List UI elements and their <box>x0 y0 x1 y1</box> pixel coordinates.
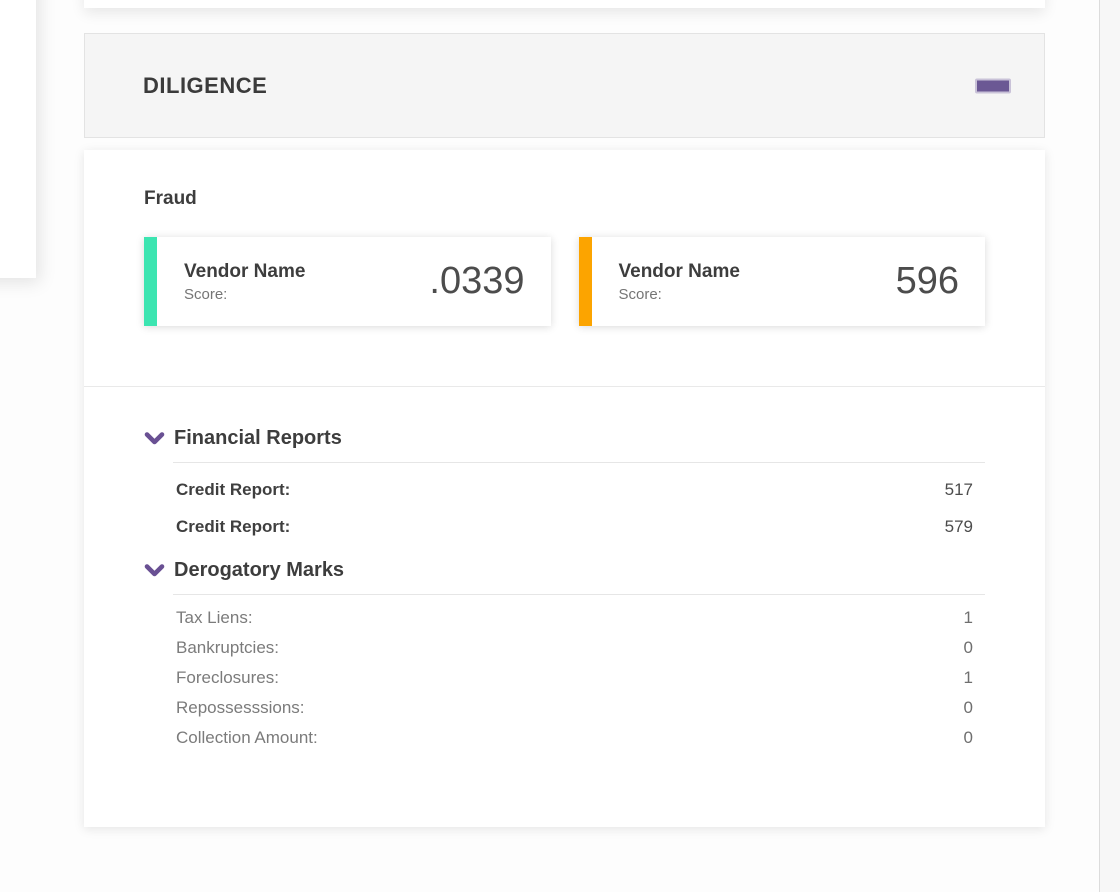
diligence-title: DILIGENCE <box>143 72 268 98</box>
chevron-down-icon <box>144 432 165 445</box>
vendor-name: Vendor Name <box>184 260 306 282</box>
collapse-section-button[interactable] <box>975 78 1011 93</box>
previous-card-edge <box>84 0 1045 8</box>
vendor-score-card: Vendor Name Score: 596 <box>578 237 985 326</box>
vendor-score-value: 596 <box>895 260 959 302</box>
card-divider <box>84 386 1045 387</box>
green-accent-bar <box>144 237 157 326</box>
vendor-info: Vendor Name Score: <box>592 237 740 326</box>
report-row: Tax Liens: 1 <box>176 603 985 633</box>
section-title: Derogatory Marks <box>174 559 345 581</box>
report-sections: Financial Reports Credit Report: 517 Cre… <box>144 387 985 753</box>
section-divider <box>173 462 985 463</box>
report-row: Credit Report: 517 <box>176 471 985 508</box>
section-divider <box>173 594 985 595</box>
score-label: Score: <box>184 285 228 303</box>
vendor-name: Vendor Name <box>618 260 740 282</box>
row-label: Collection Amount: <box>176 728 318 747</box>
row-label: Foreclosures: <box>176 668 279 687</box>
fraud-heading: Fraud <box>144 188 197 209</box>
section-rows: Tax Liens: 1 Bankruptcies: 0 Foreclosure… <box>176 603 985 753</box>
chevron-down-icon <box>144 564 165 577</box>
section-header-derogatory-marks[interactable]: Derogatory Marks <box>144 559 985 582</box>
report-row: Repossesssions: 0 <box>176 693 985 723</box>
report-row: Credit Report: 579 <box>176 508 985 545</box>
row-value: 0 <box>963 728 973 747</box>
row-label: Tax Liens: <box>176 608 253 627</box>
section-derogatory-marks: Derogatory Marks Tax Liens: 1 Bankruptci… <box>144 559 985 753</box>
vendor-score-card: Vendor Name Score: .0339 <box>144 237 551 326</box>
score-label: Score: <box>618 285 662 303</box>
row-value: 0 <box>963 698 973 717</box>
row-label: Repossesssions: <box>176 698 305 717</box>
vendor-score-value: .0339 <box>429 260 525 302</box>
row-label: Credit Report: <box>176 479 291 499</box>
report-row: Foreclosures: 1 <box>176 663 985 693</box>
left-card-edge <box>0 0 36 278</box>
row-value: 1 <box>963 608 973 627</box>
row-label: Bankruptcies: <box>176 638 279 657</box>
fraud-vendor-row: Vendor Name Score: .0339 Vendor Name Sco… <box>144 237 985 326</box>
row-value: 0 <box>963 638 973 657</box>
row-value: 517 <box>944 479 973 499</box>
row-label: Credit Report: <box>176 516 291 536</box>
vendor-info: Vendor Name Score: <box>157 237 305 326</box>
section-financial-reports: Financial Reports Credit Report: 517 Cre… <box>144 427 985 545</box>
orange-accent-bar <box>578 237 592 326</box>
section-header-financial-reports[interactable]: Financial Reports <box>144 427 985 450</box>
section-title: Financial Reports <box>174 427 342 449</box>
row-value: 579 <box>944 516 973 536</box>
diligence-card: Fraud Vendor Name Score: .0339 Vendor Na… <box>84 150 1045 827</box>
report-row: Collection Amount: 0 <box>176 723 985 753</box>
diligence-section-header: DILIGENCE <box>84 33 1045 138</box>
row-value: 1 <box>963 668 973 687</box>
section-rows: Credit Report: 517 Credit Report: 579 <box>176 471 985 545</box>
report-row: Bankruptcies: 0 <box>176 633 985 663</box>
